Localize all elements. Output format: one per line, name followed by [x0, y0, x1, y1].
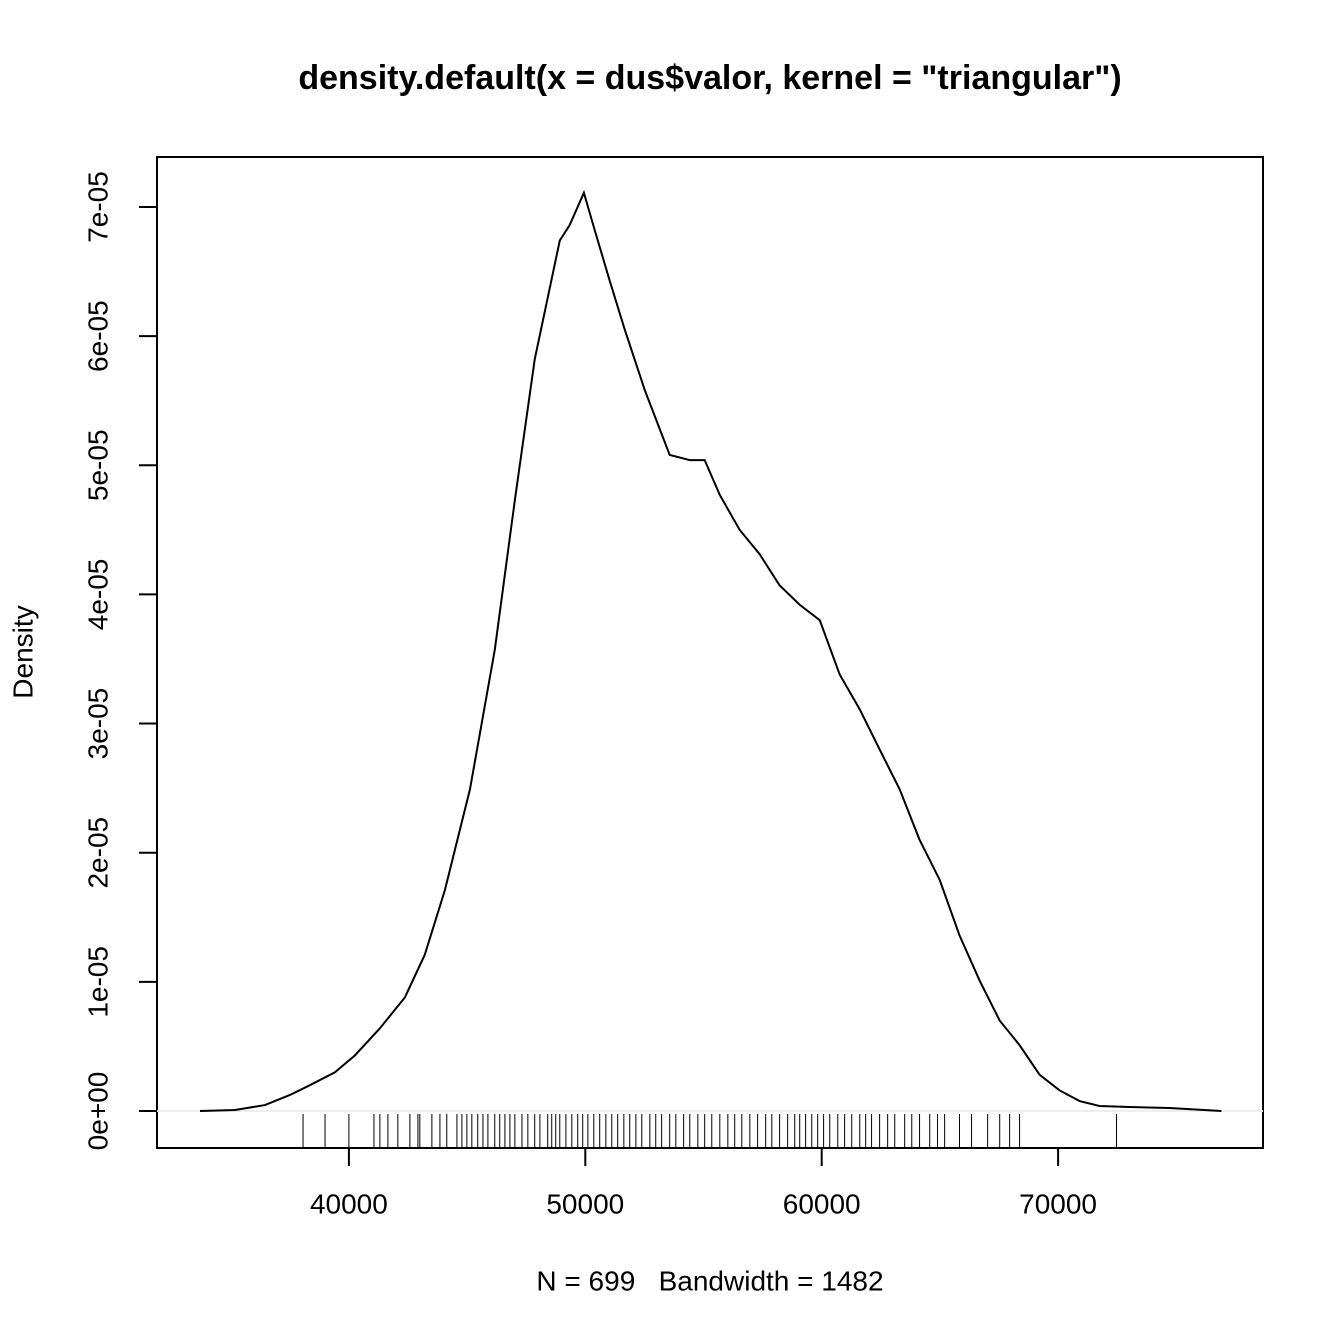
y-tick-label: 1e-05 [82, 946, 113, 1018]
y-axis-label: Density [7, 605, 38, 698]
y-tick-label: 2e-05 [82, 817, 113, 889]
x-tick-label: 50000 [546, 1188, 624, 1219]
x-axis-label: N = 699 Bandwidth = 1482 [536, 1265, 883, 1296]
y-tick-label: 4e-05 [82, 559, 113, 631]
chart-title: density.default(x = dus$valor, kernel = … [298, 59, 1121, 97]
y-tick-label: 3e-05 [82, 688, 113, 760]
y-tick-label: 6e-05 [82, 300, 113, 372]
x-tick-label: 60000 [783, 1188, 861, 1219]
plot-frame [156, 156, 1264, 1149]
density-line [199, 189, 1222, 1112]
y-tick-label: 5e-05 [82, 429, 113, 501]
x-tick-label: 70000 [1019, 1188, 1097, 1219]
y-tick-label: 7e-05 [82, 171, 113, 243]
y-tick-label: 0e+00 [82, 1072, 113, 1151]
x-tick-label: 40000 [310, 1188, 388, 1219]
